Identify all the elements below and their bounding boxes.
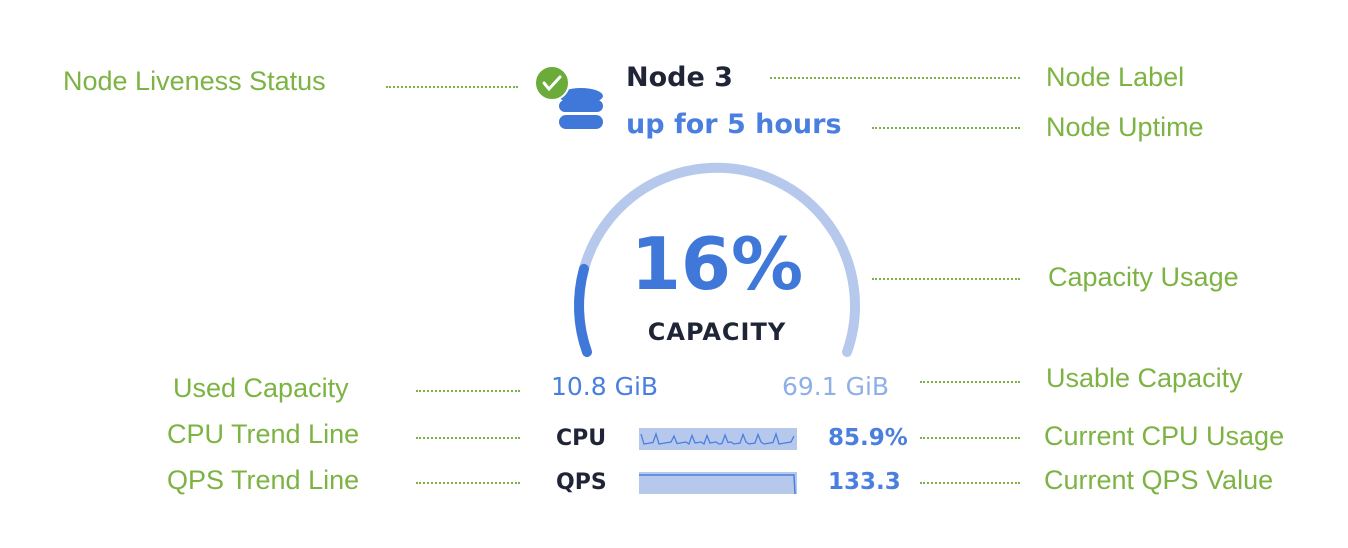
database-icon: [559, 88, 603, 129]
node-label[interactable]: Node 3: [626, 62, 733, 93]
annotation-node-label: Node Label: [1046, 62, 1185, 92]
cpu-value: 85.9%: [828, 425, 908, 451]
annotation-cpu-trend: CPU Trend Line: [167, 419, 360, 449]
annotation-qps-current: Current QPS Value: [1044, 465, 1274, 495]
leader-line: [920, 482, 1020, 484]
leader-line: [416, 482, 520, 484]
gauge-fill: [574, 162, 860, 357]
leader-line: [920, 437, 1020, 439]
annotation-liveness: Node Liveness Status: [63, 66, 326, 96]
annotation-used-capacity: Used Capacity: [173, 373, 349, 403]
annotation-cpu-current: Current CPU Usage: [1044, 421, 1285, 451]
leader-line: [770, 77, 1020, 79]
leader-line: [872, 127, 1020, 129]
cpu-label: CPU: [556, 426, 607, 451]
annotation-qps-trend: QPS Trend Line: [167, 465, 360, 495]
qps-value: 133.3: [828, 469, 901, 495]
usable-capacity: 69.1 GiB: [782, 372, 890, 401]
annotation-usable-capacity: Usable Capacity: [1046, 363, 1243, 393]
annotation-uptime: Node Uptime: [1046, 112, 1204, 142]
leader-line: [416, 437, 520, 439]
node-uptime: up for 5 hours: [626, 109, 842, 140]
leader-line: [386, 86, 518, 88]
qps-trend-line: [639, 472, 797, 495]
leader-line: [416, 390, 520, 392]
cpu-trend-line: [639, 428, 797, 450]
capacity-label: CAPACITY: [647, 318, 787, 346]
leader-line: [920, 381, 1020, 383]
annotation-capacity-usage: Capacity Usage: [1048, 262, 1239, 292]
capacity-percent: 16%: [630, 222, 804, 306]
used-capacity: 10.8 GiB: [551, 372, 659, 401]
leader-line: [872, 278, 1020, 280]
qps-label: QPS: [556, 470, 607, 495]
check-circle-icon: [534, 65, 570, 101]
